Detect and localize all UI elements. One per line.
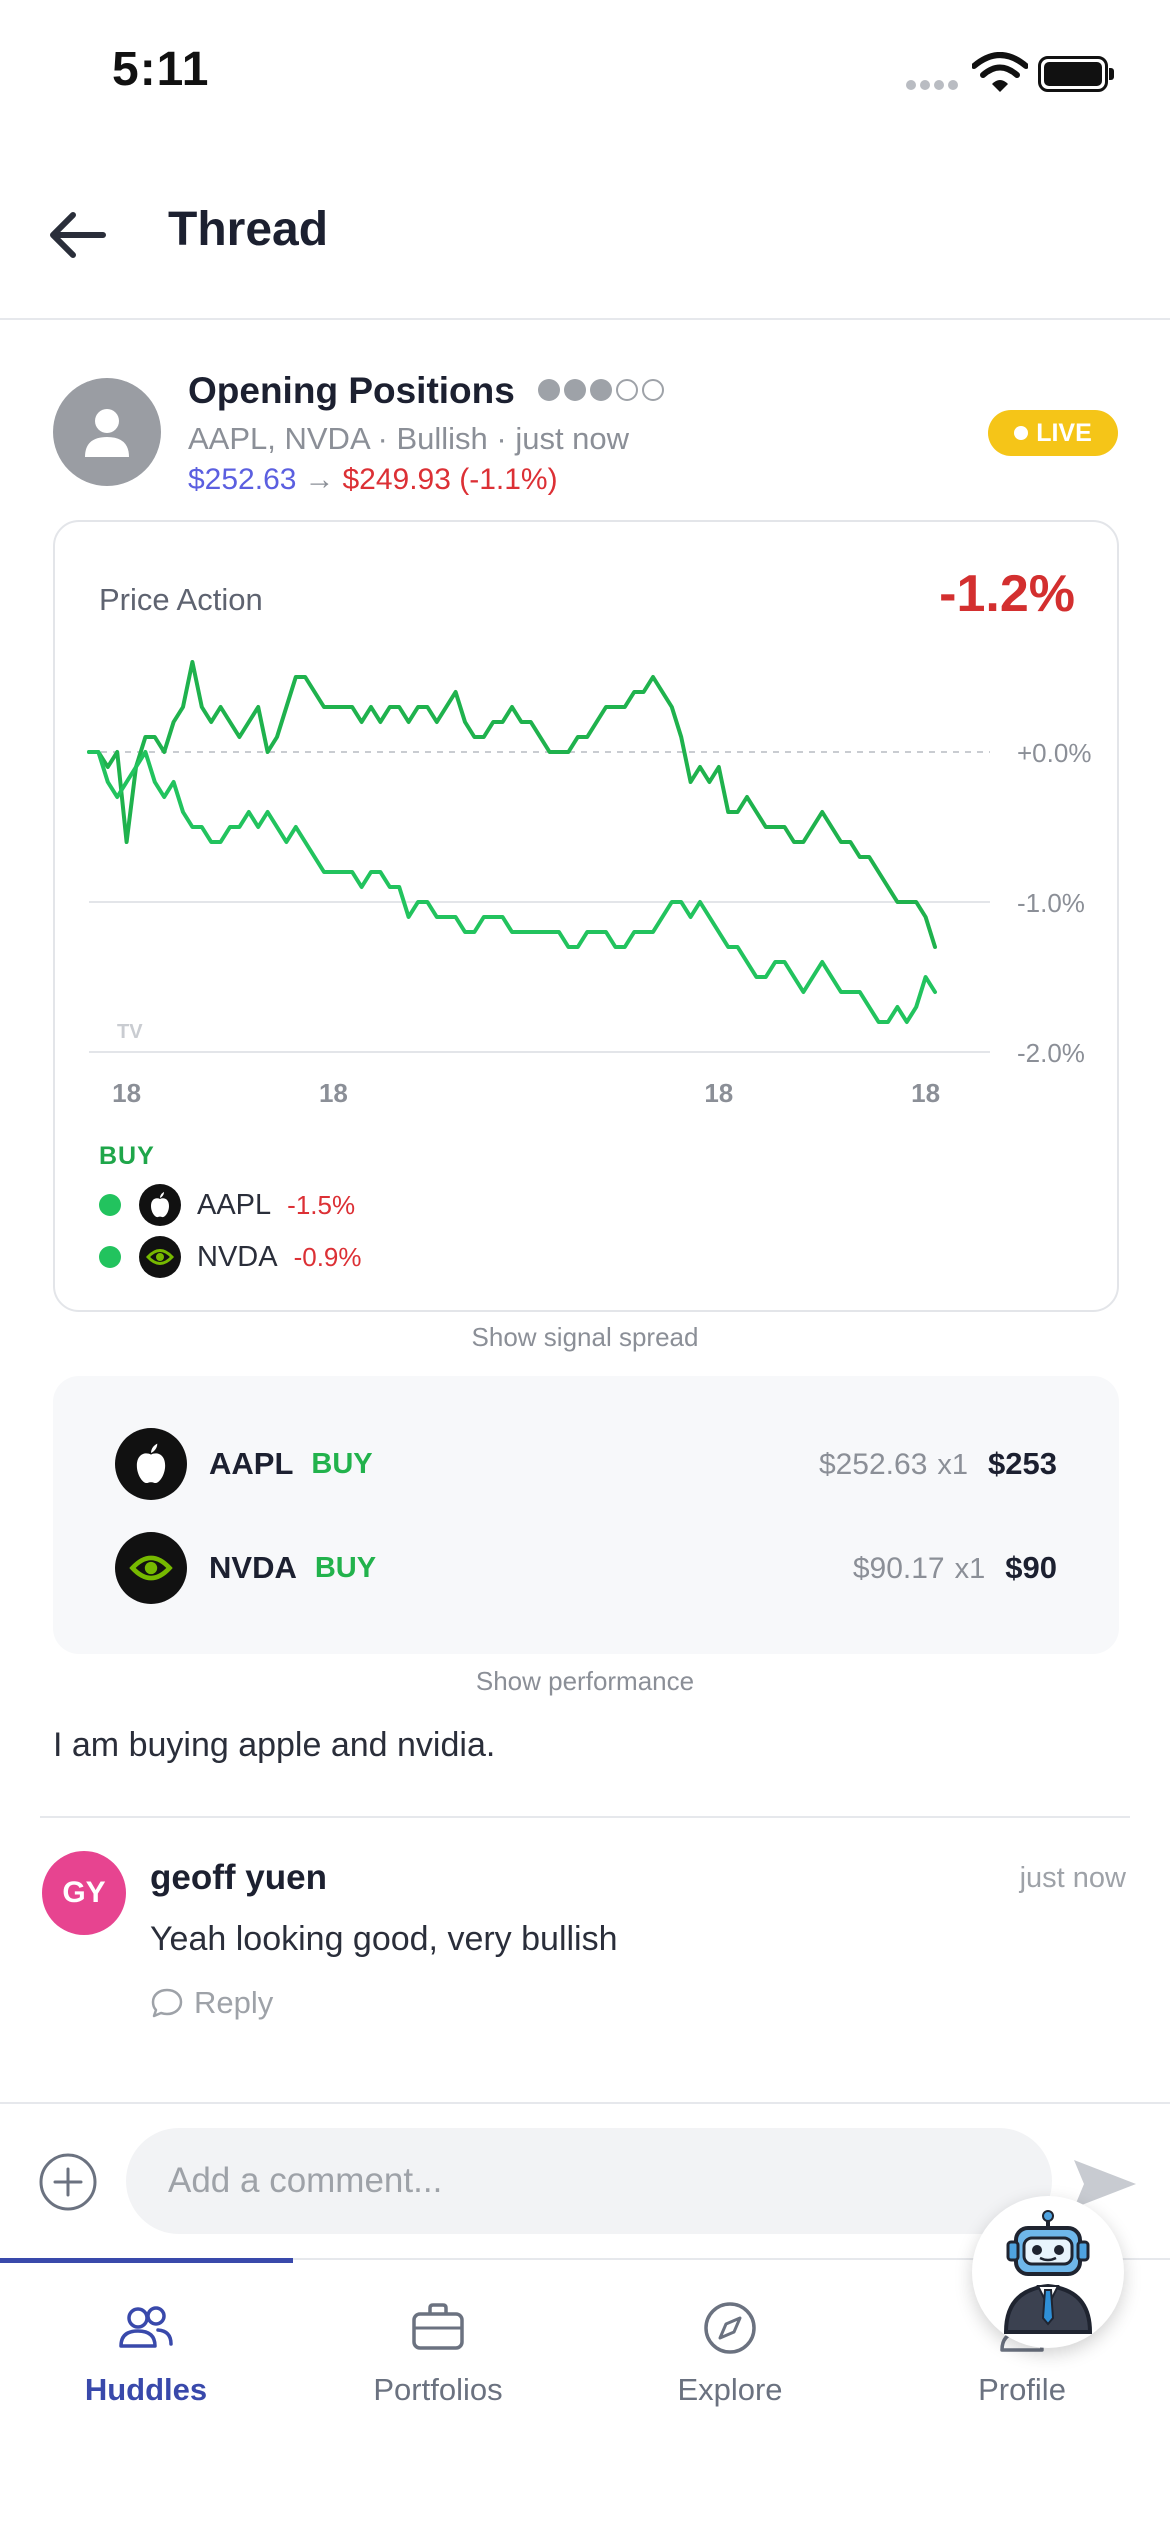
position-total: $253 xyxy=(988,1446,1057,1481)
chart-change: -1.2% xyxy=(939,565,1075,623)
positions-card: AAPL BUY $252.63 x1 $253 NVDA BUY $90.17… xyxy=(53,1376,1119,1654)
tab-label: Huddles xyxy=(84,2372,208,2407)
live-label: LIVE xyxy=(1036,418,1092,447)
legend-change: -1.5% xyxy=(287,1189,356,1220)
chart-label: Price Action xyxy=(99,582,263,617)
price-chart: +0.0% -1.0% -2.0% 18 18 18 18 TV xyxy=(87,660,1091,1108)
status-bar: 5:11 xyxy=(0,0,1170,150)
active-tab-indicator xyxy=(0,2258,293,2263)
series-line-1 xyxy=(87,660,937,949)
position-price: $90.17 xyxy=(852,1552,945,1585)
price-action-card: Price Action -1.2% +0.0% -1.0% -2.0% 18 18 18… xyxy=(53,520,1119,1312)
back-button[interactable] xyxy=(40,198,114,272)
battery-icon xyxy=(1038,56,1114,92)
tab-portfolios[interactable]: Portfolios xyxy=(292,2260,584,2440)
y-tick-label: -1.0% xyxy=(1017,888,1085,918)
position-ticker: AAPL xyxy=(209,1446,294,1481)
tab-explore[interactable]: Explore xyxy=(584,2260,876,2440)
navigation-header: Thread xyxy=(0,150,1170,320)
position-ticker: NVDA xyxy=(209,1550,297,1585)
reply-button[interactable]: Reply xyxy=(150,1982,273,2024)
comment-bar xyxy=(0,2102,1170,2258)
wifi-icon xyxy=(972,52,1028,92)
tab-label: Profile xyxy=(978,2372,1066,2407)
apple-logo-icon xyxy=(115,1428,187,1500)
person-icon xyxy=(85,409,129,457)
robot-icon xyxy=(1003,2210,1093,2334)
position-row-nvda[interactable]: NVDA BUY $90.17 x1 $90 xyxy=(115,1530,1057,1606)
x-tick-label: 18 xyxy=(704,1078,733,1108)
legend-ticker: NVDA xyxy=(197,1240,278,1273)
series-dot xyxy=(99,1194,121,1216)
price-to: $249.93 (-1.1%) xyxy=(342,463,558,496)
tab-label: Explore xyxy=(677,2372,783,2407)
post-meta: AAPL, NVDA · Bullish · just now xyxy=(188,421,630,456)
chart-watermark-icon: TV xyxy=(117,1021,143,1043)
plus-circle-icon[interactable] xyxy=(38,2152,98,2212)
x-tick-label: 18 xyxy=(112,1078,141,1108)
position-total: $90 xyxy=(1005,1550,1057,1585)
assistant-bot-button[interactable] xyxy=(972,2196,1124,2348)
price-from: $252.63 xyxy=(188,463,297,496)
tab-label: Portfolios xyxy=(373,2372,503,2407)
legend-heading: BUY xyxy=(99,1142,155,1170)
confidence-dot-filled xyxy=(538,379,560,401)
show-signal-spread-link[interactable]: Show signal spread xyxy=(471,1322,699,1352)
legend-row-nvda: NVDA -0.9% xyxy=(99,1236,362,1278)
x-tick-label: 18 xyxy=(911,1078,940,1108)
legend-row-aapl: AAPL -1.5% xyxy=(99,1184,355,1226)
apple-logo-icon xyxy=(139,1184,181,1226)
position-side: BUY xyxy=(314,1551,377,1584)
arrow-left-icon xyxy=(50,212,106,258)
post-title: Opening Positions xyxy=(188,370,515,411)
page-title: Thread xyxy=(168,203,329,256)
live-badge: LIVE xyxy=(988,410,1118,456)
nvidia-logo-icon xyxy=(115,1532,187,1604)
confidence-dot-empty xyxy=(642,379,664,401)
post-body: I am buying apple and nvidia. xyxy=(53,1726,496,1764)
commenter-avatar[interactable]: GY xyxy=(42,1851,126,1935)
y-tick-label: -2.0% xyxy=(1017,1038,1085,1068)
position-qty: x1 xyxy=(937,1449,969,1481)
legend-ticker: AAPL xyxy=(197,1188,272,1221)
divider xyxy=(40,1816,1130,1818)
comment-author[interactable]: geoff yuen xyxy=(150,1858,327,1897)
live-dot-icon xyxy=(1014,426,1029,440)
series-dot xyxy=(99,1246,121,1268)
tab-bar: Huddles Portfolios Explore Profile xyxy=(0,2258,1170,2532)
series-line-2 xyxy=(87,750,937,1024)
position-price: $252.63 xyxy=(818,1448,928,1481)
price-arrow: → xyxy=(304,463,335,496)
comment-text: Yeah looking good, very bullish xyxy=(150,1920,618,1958)
confidence-dot-empty xyxy=(616,379,638,401)
send-icon[interactable] xyxy=(1070,2156,1140,2212)
users-icon xyxy=(119,2306,173,2348)
cellular-signal-icon xyxy=(906,80,960,92)
author-avatar[interactable] xyxy=(53,378,161,486)
speech-bubble-icon xyxy=(151,1988,183,2018)
nvidia-logo-icon xyxy=(139,1236,181,1278)
legend-change: -0.9% xyxy=(293,1241,362,1272)
position-row-aapl[interactable]: AAPL BUY $252.63 x1 $253 xyxy=(115,1426,1057,1502)
comment-time: just now xyxy=(1019,1862,1126,1894)
status-time: 5:11 xyxy=(112,43,210,96)
price-change-line: $252.63 → $249.93 (-1.1%) xyxy=(188,463,558,497)
briefcase-icon xyxy=(412,2303,464,2350)
position-side: BUY xyxy=(311,1447,373,1480)
confidence-dot-filled xyxy=(590,379,612,401)
tab-huddles[interactable]: Huddles xyxy=(0,2260,292,2440)
comment-input[interactable] xyxy=(126,2128,1052,2234)
confidence-dot-filled xyxy=(564,379,586,401)
y-tick-label: +0.0% xyxy=(1017,738,1091,768)
confidence-rating xyxy=(538,379,664,403)
x-tick-label: 18 xyxy=(319,1078,348,1108)
position-qty: x1 xyxy=(954,1553,986,1585)
compass-icon xyxy=(704,2302,756,2354)
show-performance-link[interactable]: Show performance xyxy=(475,1666,695,1696)
reply-label: Reply xyxy=(194,1985,274,2020)
